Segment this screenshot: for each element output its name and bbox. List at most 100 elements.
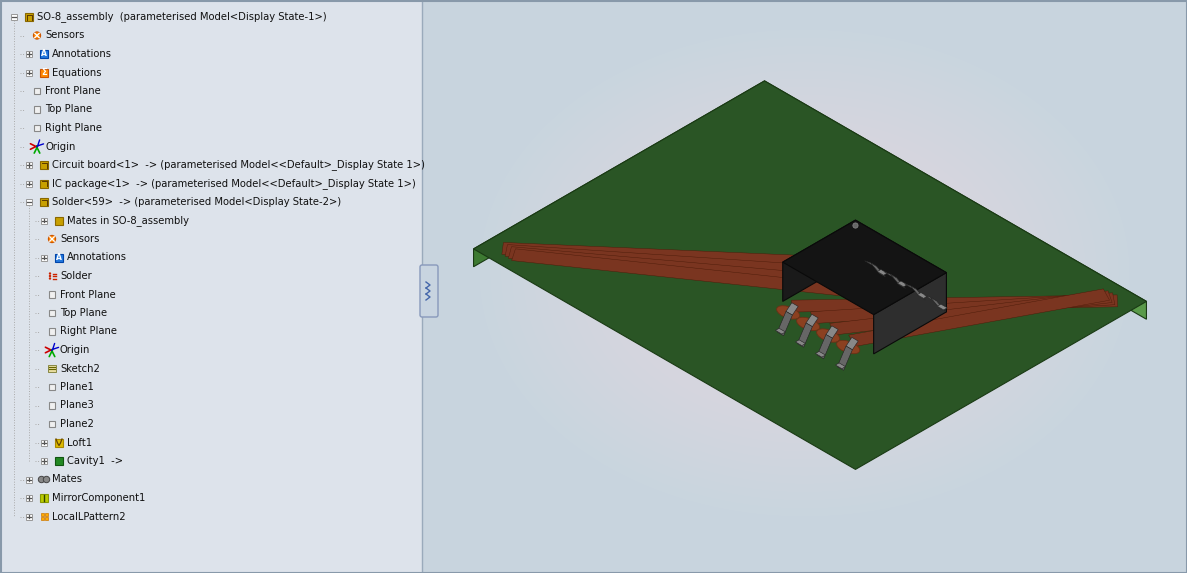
Text: Annotations: Annotations: [66, 253, 127, 262]
Text: Sensors: Sensors: [45, 30, 84, 41]
Text: A: A: [56, 253, 62, 262]
Polygon shape: [904, 284, 916, 289]
Polygon shape: [931, 297, 946, 312]
Text: Solder: Solder: [61, 271, 91, 281]
Text: Right Plane: Right Plane: [45, 123, 102, 133]
Text: MirrorComponent1: MirrorComponent1: [52, 493, 145, 503]
Text: SO-8_assembly  (parameterised Model<Display State-1>): SO-8_assembly (parameterised Model<Displ…: [37, 11, 326, 22]
Polygon shape: [806, 314, 818, 327]
Polygon shape: [884, 272, 896, 278]
Polygon shape: [826, 326, 838, 338]
Text: LocalLPattern2: LocalLPattern2: [52, 512, 126, 521]
Bar: [26, 69, 32, 76]
Bar: [0, 0, 423, 573]
Polygon shape: [782, 220, 856, 301]
Polygon shape: [796, 317, 820, 331]
Polygon shape: [474, 81, 764, 267]
Text: Circuit board<1>  -> (parameterised Model<<Default>_Display State 1>): Circuit board<1> -> (parameterised Model…: [52, 159, 425, 170]
Text: Plane2: Plane2: [61, 419, 94, 429]
Polygon shape: [764, 81, 1147, 319]
Polygon shape: [830, 291, 1112, 335]
Bar: [26, 477, 32, 482]
Polygon shape: [502, 242, 865, 270]
Text: Front Plane: Front Plane: [45, 86, 101, 96]
Text: Sketch2: Sketch2: [61, 363, 100, 374]
Bar: [26, 51, 32, 57]
Text: Solder<59>  -> (parameterised Model<Display State-2>): Solder<59> -> (parameterised Model<Displ…: [52, 197, 341, 207]
Text: Mates: Mates: [52, 474, 82, 485]
Polygon shape: [818, 335, 832, 359]
Polygon shape: [811, 293, 1115, 324]
Text: Origin: Origin: [61, 345, 90, 355]
Circle shape: [49, 236, 56, 242]
FancyBboxPatch shape: [40, 179, 47, 187]
FancyBboxPatch shape: [55, 253, 63, 261]
Bar: [26, 495, 32, 501]
Polygon shape: [918, 293, 927, 299]
Polygon shape: [938, 304, 947, 310]
FancyBboxPatch shape: [40, 494, 47, 502]
Polygon shape: [864, 256, 887, 269]
Polygon shape: [776, 305, 800, 319]
Polygon shape: [775, 328, 786, 334]
Polygon shape: [777, 312, 793, 336]
Polygon shape: [512, 249, 927, 305]
Text: Loft1: Loft1: [66, 438, 93, 448]
Bar: [42, 458, 47, 464]
Text: Cavity1  ->: Cavity1 ->: [66, 456, 123, 466]
Text: Front Plane: Front Plane: [61, 289, 116, 300]
Polygon shape: [846, 337, 858, 350]
Polygon shape: [837, 340, 859, 354]
Bar: [44, 513, 47, 516]
Bar: [423, 0, 1187, 573]
Polygon shape: [474, 81, 1147, 469]
Polygon shape: [782, 220, 946, 315]
FancyBboxPatch shape: [420, 265, 438, 317]
Polygon shape: [874, 273, 946, 354]
Bar: [11, 14, 17, 20]
Polygon shape: [849, 289, 1110, 347]
Polygon shape: [798, 323, 812, 347]
Polygon shape: [836, 363, 845, 368]
Polygon shape: [903, 278, 927, 292]
FancyBboxPatch shape: [47, 366, 56, 372]
Text: Right Plane: Right Plane: [61, 327, 118, 336]
Text: Top Plane: Top Plane: [45, 104, 93, 115]
Circle shape: [49, 275, 51, 277]
Circle shape: [852, 223, 858, 228]
Bar: [42, 439, 47, 445]
FancyBboxPatch shape: [55, 217, 63, 225]
Bar: [26, 180, 32, 186]
Polygon shape: [508, 247, 906, 293]
Bar: [26, 162, 32, 168]
Text: Annotations: Annotations: [52, 49, 112, 59]
Polygon shape: [870, 262, 886, 277]
Polygon shape: [890, 274, 906, 288]
Circle shape: [33, 32, 40, 39]
Text: Top Plane: Top Plane: [61, 308, 107, 318]
FancyBboxPatch shape: [40, 161, 47, 169]
FancyBboxPatch shape: [40, 69, 47, 77]
Text: Plane1: Plane1: [61, 382, 94, 392]
Text: Sensors: Sensors: [61, 234, 100, 244]
Circle shape: [49, 277, 51, 280]
Polygon shape: [923, 290, 947, 303]
Bar: [44, 517, 47, 520]
Bar: [26, 199, 32, 205]
Bar: [42, 218, 47, 223]
Polygon shape: [884, 267, 907, 280]
Text: Plane3: Plane3: [61, 401, 94, 410]
Polygon shape: [877, 269, 888, 275]
FancyBboxPatch shape: [55, 457, 63, 465]
Circle shape: [38, 476, 45, 482]
Text: A: A: [42, 49, 47, 58]
Text: Σ: Σ: [42, 68, 46, 77]
Bar: [26, 513, 32, 520]
Bar: [40, 513, 44, 516]
Polygon shape: [786, 303, 798, 315]
Polygon shape: [856, 220, 946, 312]
Polygon shape: [795, 340, 806, 346]
FancyBboxPatch shape: [55, 438, 63, 446]
Circle shape: [43, 476, 50, 482]
FancyBboxPatch shape: [40, 50, 47, 58]
